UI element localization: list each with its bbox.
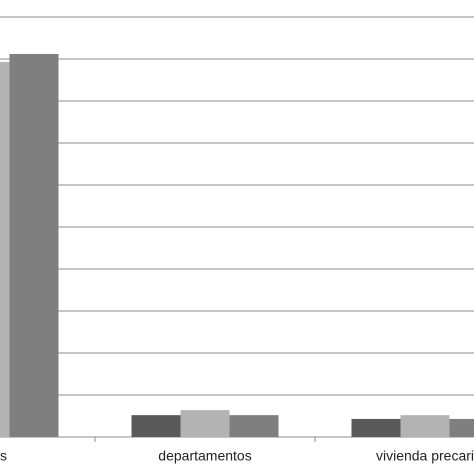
bar (229, 415, 279, 437)
bar (9, 53, 59, 438)
bar (449, 418, 474, 437)
bar (180, 410, 230, 437)
bar (400, 415, 450, 437)
bar (351, 418, 401, 437)
bar (131, 415, 181, 437)
bar (0, 61, 10, 437)
x-tick-label: s (0, 448, 7, 464)
x-tick-label: vivienda precari (376, 448, 474, 464)
x-tick-label: departamentos (158, 448, 251, 464)
